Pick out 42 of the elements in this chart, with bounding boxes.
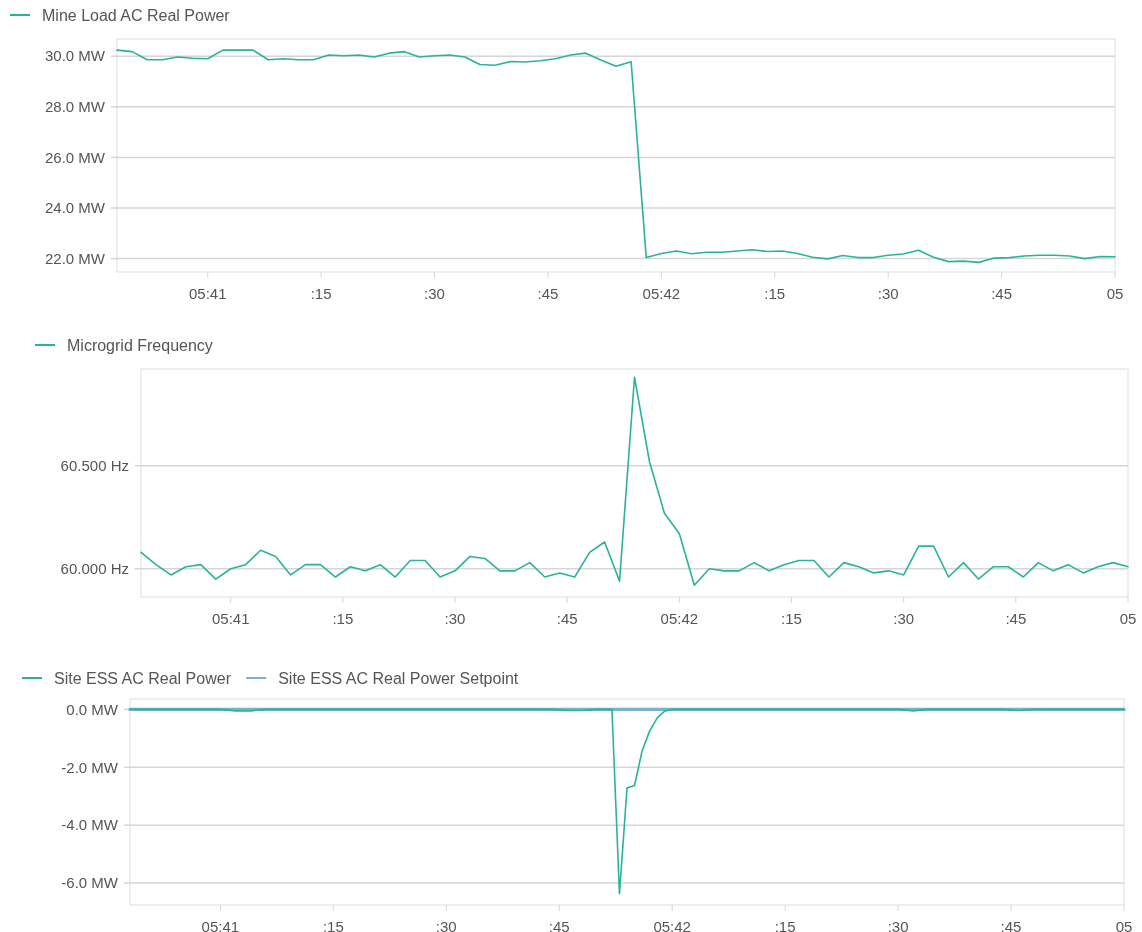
- legend-label: Microgrid Frequency: [67, 336, 213, 354]
- x-tick-label: :15: [774, 918, 796, 932]
- x-tick-label: 05:41: [201, 918, 240, 932]
- x-tick-label: :30: [893, 610, 915, 627]
- x-tick-label: :15: [781, 610, 802, 627]
- x-tick-label: :30: [887, 918, 909, 932]
- x-tick-label: :15: [322, 918, 344, 932]
- y-tick-label: -6.0 MW: [61, 874, 119, 892]
- y-tick-label: 60.500 Hz: [60, 457, 129, 475]
- x-tick-label: 05:41: [211, 610, 250, 627]
- x-tick-label: 05: [1115, 918, 1133, 932]
- x-tick-label: 05:42: [642, 285, 681, 302]
- x-tick-label: 05: [1106, 285, 1124, 302]
- x-tick-label: :15: [332, 610, 354, 627]
- y-tick-label: -2.0 MW: [61, 758, 119, 776]
- x-tick-label: :15: [764, 285, 786, 302]
- x-tick-label: :45: [991, 285, 1013, 302]
- y-tick-label: -4.0 MW: [61, 816, 119, 834]
- x-tick-label: 05: [1119, 610, 1137, 627]
- legend-label: Mine Load AC Real Power: [42, 6, 231, 24]
- x-tick-label: 05:42: [653, 918, 691, 932]
- y-tick-label: 24.0 MW: [44, 199, 106, 217]
- y-tick-label: 60.000 Hz: [60, 560, 129, 578]
- y-tick-label: 28.0 MW: [44, 98, 106, 116]
- x-tick-label: 05:42: [660, 610, 699, 627]
- x-tick-label: 05:41: [188, 285, 227, 302]
- legend-label: Site ESS AC Real Power Setpoint: [278, 669, 519, 687]
- y-tick-label: 22.0 MW: [44, 249, 106, 267]
- y-tick-label: 26.0 MW: [44, 148, 106, 166]
- x-tick-label: :45: [548, 918, 570, 932]
- y-tick-label: 30.0 MW: [44, 47, 106, 65]
- y-tick-label: 0.0 MW: [66, 700, 119, 718]
- x-tick-label: :45: [537, 285, 559, 302]
- x-tick-label: :15: [310, 285, 332, 302]
- x-tick-label: :30: [424, 285, 445, 302]
- x-tick-label: :45: [1005, 610, 1027, 627]
- x-tick-label: :30: [435, 918, 457, 932]
- x-tick-label: :45: [556, 610, 578, 627]
- legend-label: Site ESS AC Real Power: [54, 669, 232, 687]
- x-tick-label: :30: [444, 610, 466, 627]
- x-tick-label: :45: [1000, 918, 1022, 932]
- x-tick-label: :30: [877, 285, 899, 302]
